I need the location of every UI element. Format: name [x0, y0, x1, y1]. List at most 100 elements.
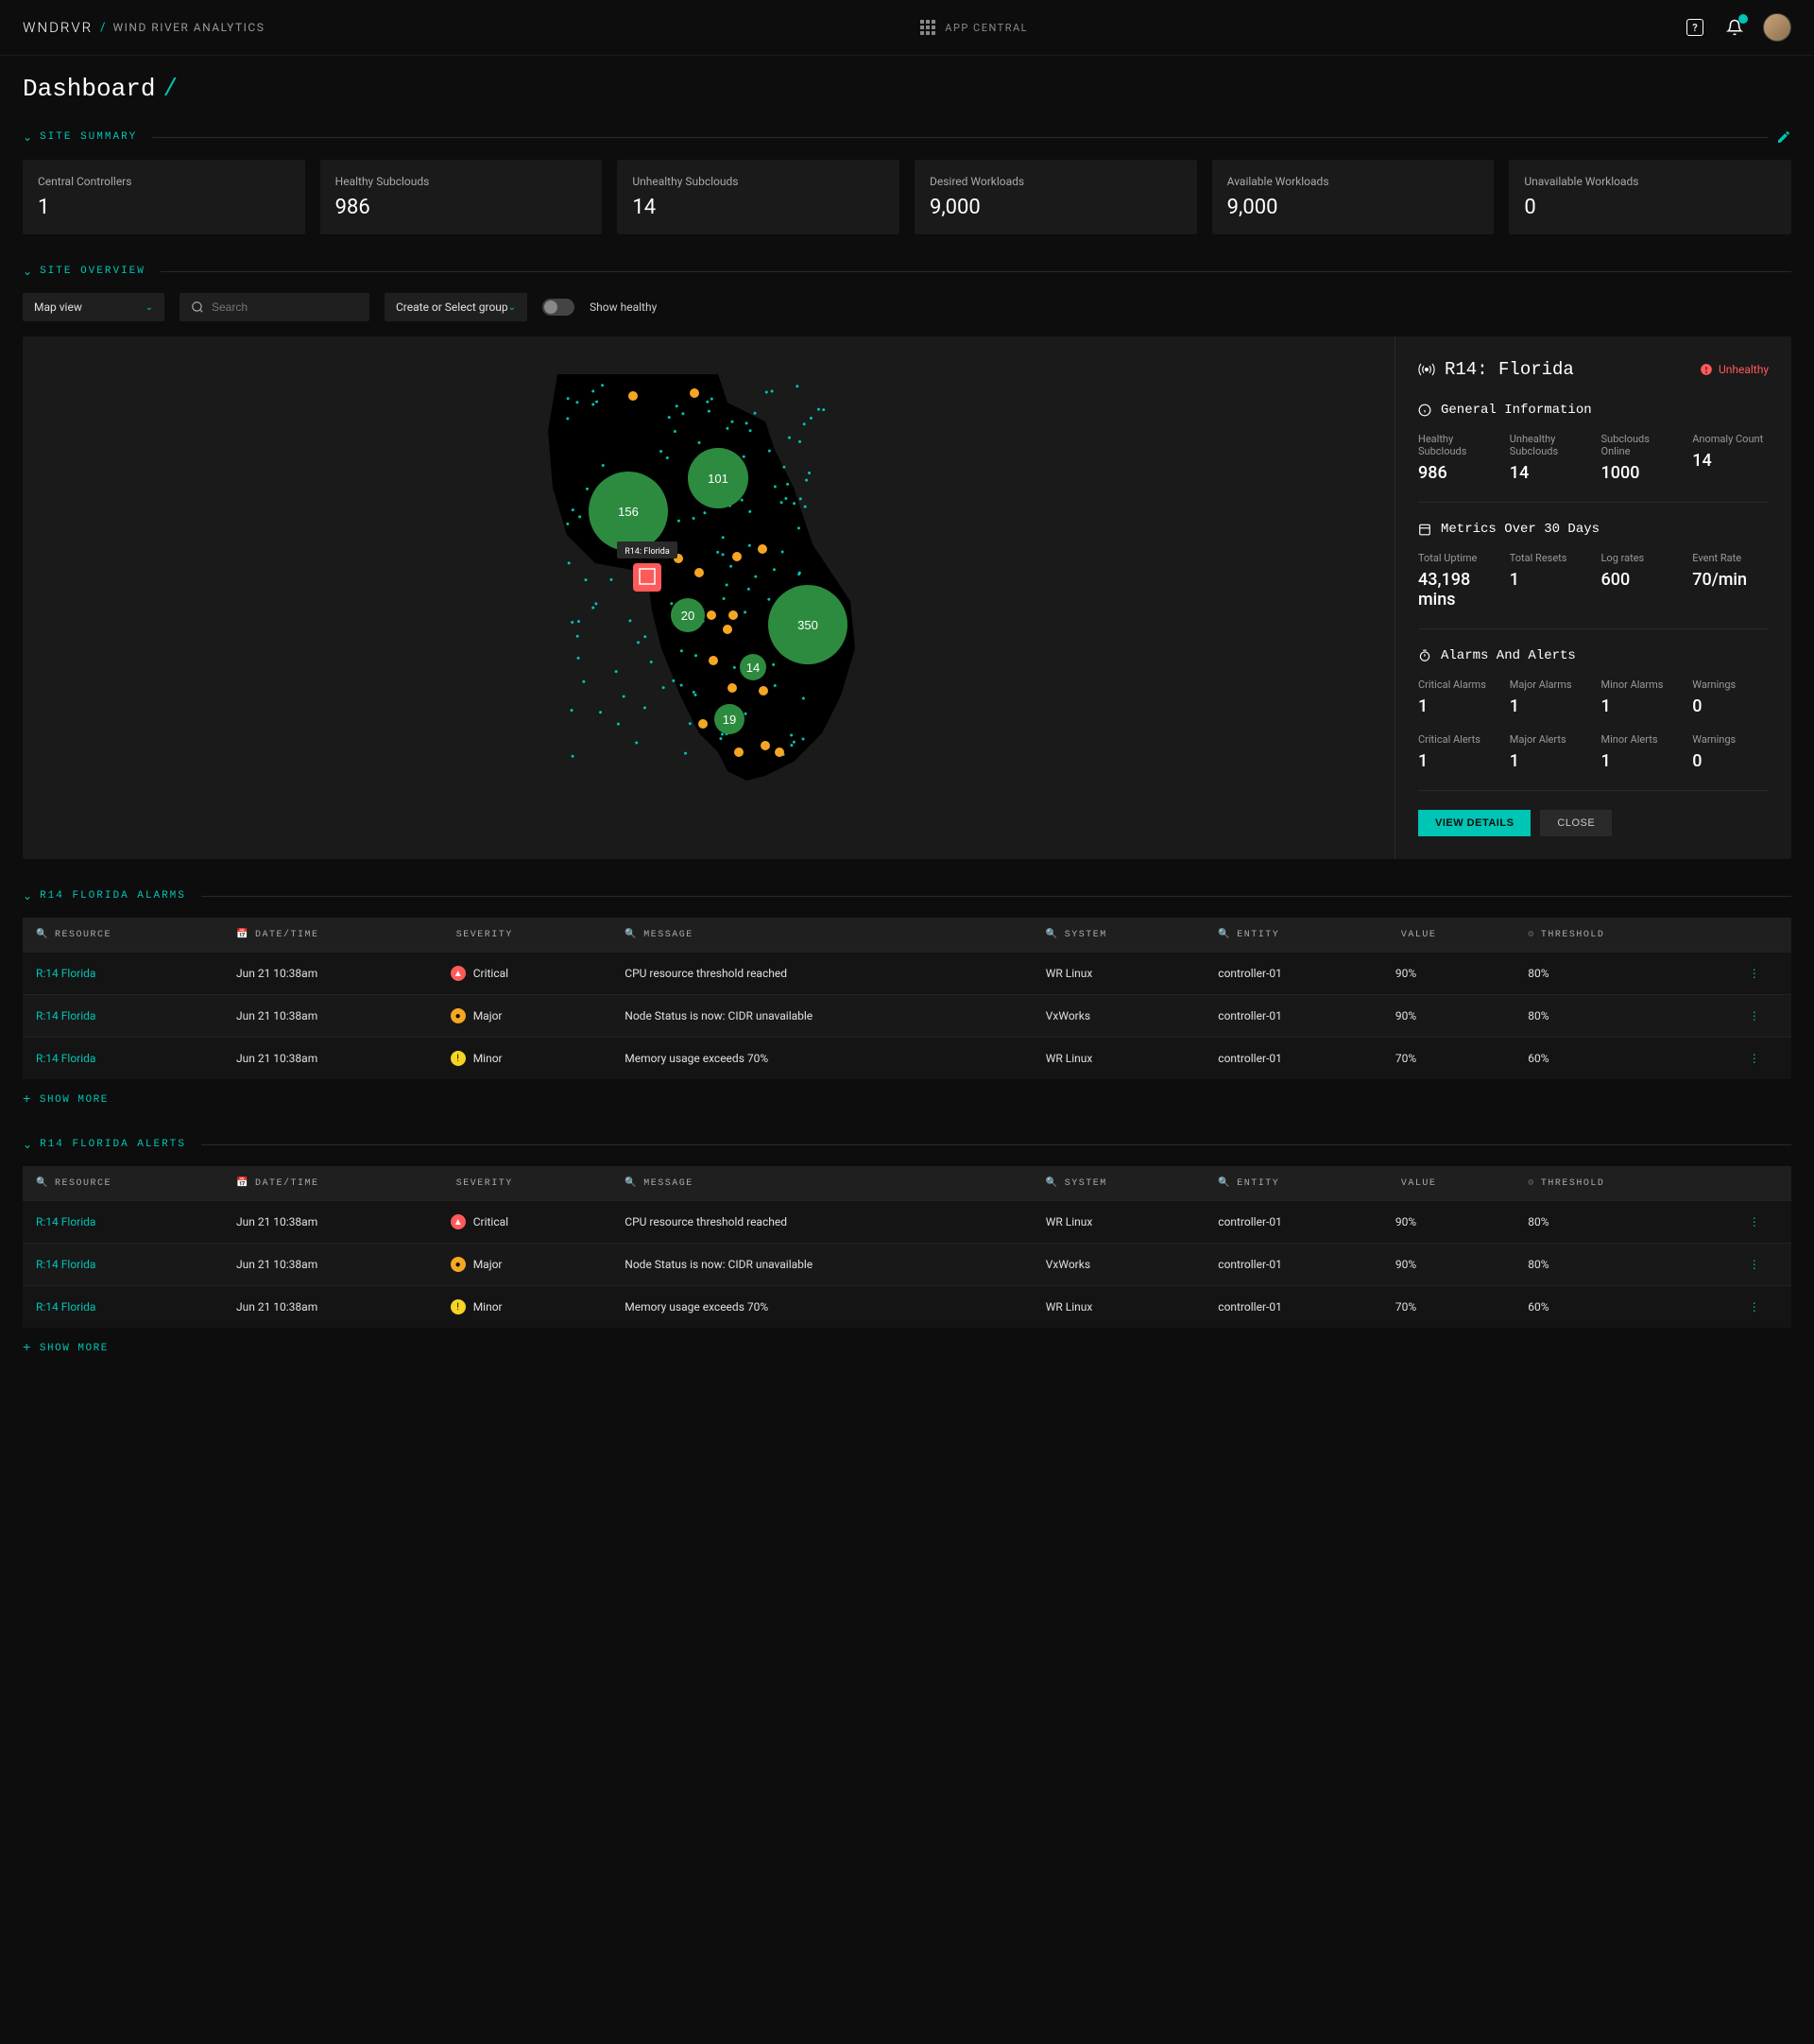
chevron-down-icon[interactable]: ⌄ — [23, 889, 32, 902]
alerts-show-more[interactable]: + SHOW MORE — [23, 1341, 1791, 1356]
message-cell: Memory usage exceeds 70% — [611, 1038, 1033, 1080]
small-dot — [805, 479, 808, 482]
table-row[interactable]: R:14 Florida Jun 21 10:38am ●Major Node … — [23, 995, 1791, 1038]
table-header[interactable]: 🔍SYSTEM — [1033, 918, 1206, 953]
severity-icon: ! — [451, 1051, 466, 1066]
table-row[interactable]: R:14 Florida Jun 21 10:38am ▲Critical CP… — [23, 953, 1791, 995]
small-dot — [790, 733, 793, 736]
search-input[interactable] — [212, 301, 358, 314]
help-button[interactable]: ? — [1684, 16, 1706, 39]
chevron-down-icon: ⌄ — [508, 302, 516, 313]
small-dot — [591, 404, 594, 406]
antenna-icon — [1418, 361, 1435, 378]
row-menu-button[interactable]: ⋮ — [1717, 953, 1791, 995]
orange-dot[interactable] — [732, 552, 742, 561]
orange-dot[interactable] — [694, 568, 704, 577]
top-header: WNDRVR / WIND RIVER ANALYTICS APP CENTRA… — [0, 0, 1814, 56]
app-central-label[interactable]: APP CENTRAL — [945, 22, 1028, 34]
table-header[interactable]: 🔍MESSAGE — [611, 1166, 1033, 1201]
orange-dot[interactable] — [698, 719, 708, 729]
search-control[interactable] — [180, 293, 369, 321]
metric-label: Critical Alerts — [1418, 733, 1495, 746]
system-cell: WR Linux — [1033, 1286, 1206, 1329]
search-icon — [191, 301, 204, 314]
table-row[interactable]: R:14 Florida Jun 21 10:38am !Minor Memor… — [23, 1286, 1791, 1329]
metric-label: Minor Alarms — [1601, 678, 1678, 691]
resource-cell[interactable]: R:14 Florida — [23, 995, 223, 1038]
chevron-down-icon[interactable]: ⌄ — [23, 130, 32, 144]
table-header[interactable]: VALUE — [1382, 1166, 1515, 1201]
table-header[interactable]: 🔍ENTITY — [1205, 1166, 1382, 1201]
table-header[interactable]: SEVERITY — [437, 918, 612, 953]
group-selector[interactable]: Create or Select group ⌄ — [385, 293, 527, 321]
orange-dot[interactable] — [734, 747, 744, 757]
table-header[interactable]: 🔍RESOURCE — [23, 918, 223, 953]
resource-cell[interactable]: R:14 Florida — [23, 1201, 223, 1244]
small-dot — [637, 641, 640, 644]
orange-dot[interactable] — [690, 388, 699, 398]
logo: WNDRVR — [23, 19, 93, 36]
view-selector[interactable]: Map view ⌄ — [23, 293, 164, 321]
map-marker[interactable] — [633, 563, 661, 592]
message-cell: Node Status is now: CIDR unavailable — [611, 1244, 1033, 1286]
datetime-cell: Jun 21 10:38am — [223, 995, 437, 1038]
resource-cell[interactable]: R:14 Florida — [23, 1038, 223, 1080]
resource-cell[interactable]: R:14 Florida — [23, 1286, 223, 1329]
table-row[interactable]: R:14 Florida Jun 21 10:38am ▲Critical CP… — [23, 1201, 1791, 1244]
show-healthy-toggle[interactable] — [542, 299, 574, 316]
table-header[interactable]: VALUE — [1382, 918, 1515, 953]
orange-dot[interactable] — [761, 741, 770, 750]
table-header[interactable]: 🔍SYSTEM — [1033, 1166, 1206, 1201]
small-dot — [706, 401, 709, 404]
table-header[interactable]: 🔍RESOURCE — [23, 1166, 223, 1201]
table-header[interactable]: ⚙THRESHOLD — [1515, 918, 1717, 953]
alarms-show-more[interactable]: + SHOW MORE — [23, 1092, 1791, 1108]
summary-value: 986 — [335, 196, 588, 219]
system-cell: VxWorks — [1033, 1244, 1206, 1286]
small-dot — [810, 417, 813, 420]
chevron-down-icon[interactable]: ⌄ — [23, 1138, 32, 1151]
row-menu-button[interactable]: ⋮ — [1717, 1286, 1791, 1329]
close-button[interactable]: CLOSE — [1540, 810, 1612, 836]
resource-cell[interactable]: R:14 Florida — [23, 953, 223, 995]
table-header[interactable]: ⚙THRESHOLD — [1515, 1166, 1717, 1201]
metric-label: Warnings — [1692, 678, 1769, 691]
summary-label: Unhealthy Subclouds — [632, 175, 884, 188]
orange-dot[interactable] — [758, 544, 767, 554]
header-icon: 🔍 — [1046, 1178, 1059, 1189]
table-header-actions — [1717, 1166, 1791, 1201]
small-dot — [749, 429, 752, 432]
table-row[interactable]: R:14 Florida Jun 21 10:38am ●Major Node … — [23, 1244, 1791, 1286]
metric-value: 0 — [1692, 751, 1769, 771]
orange-dot[interactable] — [707, 610, 716, 620]
table-header[interactable]: 🔍MESSAGE — [611, 918, 1033, 953]
row-menu-button[interactable]: ⋮ — [1717, 995, 1791, 1038]
table-header[interactable]: 📅DATE/TIME — [223, 1166, 437, 1201]
table-header[interactable]: 📅DATE/TIME — [223, 918, 437, 953]
chevron-down-icon[interactable]: ⌄ — [23, 265, 32, 278]
orange-dot[interactable] — [727, 683, 737, 693]
app-grid-icon[interactable] — [920, 20, 935, 35]
notifications-button[interactable] — [1723, 16, 1746, 39]
summary-label: Healthy Subclouds — [335, 175, 588, 188]
florida-map[interactable]: 156101203501419 R14: Florida — [463, 355, 954, 790]
row-menu-button[interactable]: ⋮ — [1717, 1038, 1791, 1080]
resource-cell[interactable]: R:14 Florida — [23, 1244, 223, 1286]
orange-dot[interactable] — [775, 747, 784, 757]
orange-dot[interactable] — [728, 610, 738, 620]
metric-label: Healthy Subclouds — [1418, 433, 1495, 457]
table-header[interactable]: 🔍ENTITY — [1205, 918, 1382, 953]
severity-cell: ●Major — [437, 1244, 612, 1286]
view-details-button[interactable]: VIEW DETAILS — [1418, 810, 1531, 836]
orange-dot[interactable] — [709, 656, 718, 665]
edit-icon[interactable] — [1776, 129, 1791, 145]
small-dot — [684, 752, 687, 755]
user-avatar[interactable] — [1763, 13, 1791, 42]
table-row[interactable]: R:14 Florida Jun 21 10:38am !Minor Memor… — [23, 1038, 1791, 1080]
orange-dot[interactable] — [628, 391, 638, 401]
orange-dot[interactable] — [759, 686, 768, 696]
table-header[interactable]: SEVERITY — [437, 1166, 612, 1201]
row-menu-button[interactable]: ⋮ — [1717, 1244, 1791, 1286]
row-menu-button[interactable]: ⋮ — [1717, 1201, 1791, 1244]
orange-dot[interactable] — [723, 625, 732, 634]
